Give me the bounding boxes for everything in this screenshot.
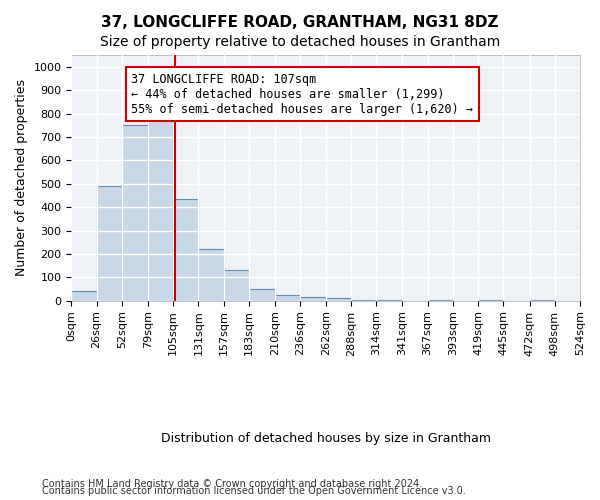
Text: Size of property relative to detached houses in Grantham: Size of property relative to detached ho… bbox=[100, 35, 500, 49]
Text: Contains public sector information licensed under the Open Government Licence v3: Contains public sector information licen… bbox=[42, 486, 466, 496]
Bar bbox=[97, 186, 122, 301]
Bar bbox=[326, 298, 351, 301]
Text: 37 LONGCLIFFE ROAD: 107sqm
← 44% of detached houses are smaller (1,299)
55% of s: 37 LONGCLIFFE ROAD: 107sqm ← 44% of deta… bbox=[131, 72, 473, 116]
Bar bbox=[173, 199, 199, 301]
Bar bbox=[224, 270, 249, 301]
Y-axis label: Number of detached properties: Number of detached properties bbox=[15, 80, 28, 276]
Bar bbox=[376, 300, 403, 301]
Text: Contains HM Land Registry data © Crown copyright and database right 2024.: Contains HM Land Registry data © Crown c… bbox=[42, 479, 422, 489]
Bar bbox=[249, 289, 275, 301]
Bar bbox=[351, 300, 376, 301]
Bar bbox=[530, 300, 555, 301]
Bar bbox=[478, 300, 503, 301]
Bar bbox=[301, 298, 326, 301]
Bar bbox=[428, 300, 453, 301]
Bar bbox=[199, 250, 224, 301]
Bar bbox=[122, 125, 148, 301]
Bar bbox=[275, 295, 301, 301]
X-axis label: Distribution of detached houses by size in Grantham: Distribution of detached houses by size … bbox=[161, 432, 491, 445]
Bar bbox=[148, 116, 173, 301]
Bar bbox=[71, 292, 97, 301]
Text: 37, LONGCLIFFE ROAD, GRANTHAM, NG31 8DZ: 37, LONGCLIFFE ROAD, GRANTHAM, NG31 8DZ bbox=[101, 15, 499, 30]
